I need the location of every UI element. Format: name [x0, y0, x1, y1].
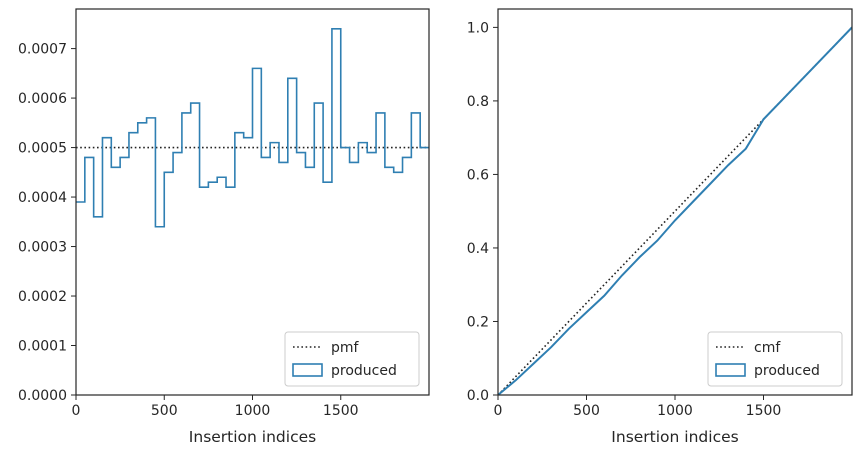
y-tick-label: 0.0000 [18, 388, 67, 404]
x-tick-label: 0 [494, 403, 503, 419]
y-tick-label: 1.0 [467, 20, 489, 36]
y-tick-label: 0.0006 [18, 91, 67, 107]
y-tick-label: 0.0 [467, 388, 489, 404]
axes-frame [75, 8, 430, 396]
x-tick-label: 1500 [323, 403, 359, 419]
plot-area [498, 26, 852, 395]
produced-cumulative-line [498, 26, 852, 395]
chart-panel-1: 0 500 1000 1500 0.0000 0.0001 0.0002 0.0003 0.00… [18, 8, 430, 446]
x-axis-label: Insertion indices [611, 428, 738, 446]
legend-swatch-produced [292, 363, 323, 377]
x-tick-label: 500 [573, 403, 600, 419]
y-tick-label: 0.0001 [18, 339, 67, 355]
legend-label-cmf: cmf [754, 340, 781, 356]
y-tick-label: 0.0007 [18, 42, 67, 58]
legend-label-pmf: pmf [331, 340, 360, 356]
produced-step-line [76, 27, 429, 228]
legend-label-produced: produced [331, 363, 397, 379]
plot-area [76, 27, 429, 228]
y-tick-label: 0.2 [467, 314, 489, 330]
axes-frame [497, 8, 853, 396]
x-tick-label: 500 [151, 403, 178, 419]
x-axis-label: Insertion indices [189, 428, 316, 446]
x-tick-label: 1000 [657, 403, 693, 419]
y-tick-label: 0.6 [467, 167, 489, 183]
legend-label-produced: produced [754, 363, 820, 379]
y-tick-label: 0.0003 [18, 240, 67, 256]
legend: pmf produced [284, 331, 420, 387]
legend: cmf produced [707, 331, 843, 387]
y-tick-label: 0.4 [467, 241, 489, 257]
y-tick-label: 0.0005 [18, 141, 67, 157]
y-tick-label: 0.8 [467, 94, 489, 110]
chart-panel-2: 0 500 1000 1500 0.0 0.2 0.4 0.6 0.8 1.0 Insertion … [467, 8, 853, 446]
legend-swatch-produced [715, 363, 746, 377]
x-tick-label: 1500 [746, 403, 782, 419]
y-tick-label: 0.0002 [18, 289, 67, 305]
x-tick-label: 1000 [235, 403, 271, 419]
legend-box [284, 331, 420, 387]
x-tick-label: 0 [72, 403, 81, 419]
y-tick-label: 0.0004 [18, 190, 67, 206]
legend-box [707, 331, 843, 387]
